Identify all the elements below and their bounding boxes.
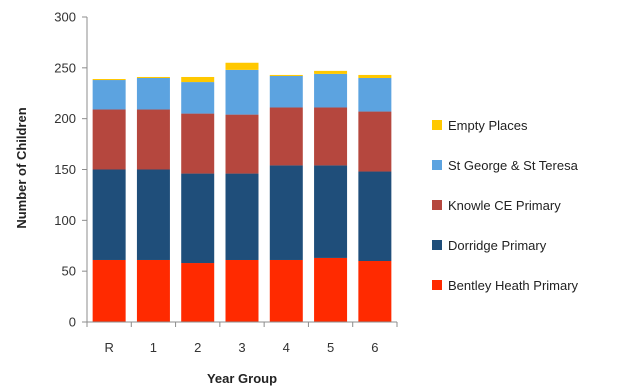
bar-segment-4-3: [269, 75, 303, 108]
y-tick-label: 0: [69, 315, 76, 330]
bar-segment-1-3: [136, 78, 170, 110]
y-tick-label: 150: [54, 162, 76, 177]
legend-label: St George & St Teresa: [448, 158, 579, 173]
x-axis-title: Year Group: [207, 371, 277, 386]
legend-label: Bentley Heath Primary: [448, 278, 579, 293]
legend-swatch: [432, 160, 442, 170]
plot-area: [92, 62, 392, 322]
x-tick-label: 5: [327, 340, 334, 355]
bar-segment-6-1: [358, 171, 392, 261]
bar-segment-R-4: [92, 79, 126, 81]
bar-segment-5-4: [314, 70, 348, 74]
bar-segment-3-4: [225, 62, 259, 70]
bar-segment-2-1: [181, 173, 215, 264]
bar-segment-3-0: [225, 259, 259, 322]
bar-segment-4-2: [269, 107, 303, 166]
bar-segment-2-4: [181, 76, 215, 83]
legend-label: Empty Places: [448, 118, 528, 133]
bar-segment-5-0: [314, 257, 348, 322]
bar-segment-1-2: [136, 109, 170, 170]
legend-label: Knowle CE Primary: [448, 198, 561, 213]
x-tick-label: R: [104, 340, 113, 355]
legend: Empty Places St George & St Teresa Knowle …: [432, 118, 579, 293]
y-tick-label: 250: [54, 60, 76, 75]
bar-segment-R-0: [92, 259, 126, 322]
legend-swatch: [432, 200, 442, 210]
x-tick-label: 4: [283, 340, 290, 355]
y-tick-label: 100: [54, 213, 76, 228]
bar-segment-6-0: [358, 261, 392, 322]
bar-segment-4-4: [269, 74, 303, 76]
legend-swatch: [432, 280, 442, 290]
x-tick-label: 3: [238, 340, 245, 355]
bar-segment-3-3: [225, 69, 259, 115]
y-tick-label: 50: [62, 264, 76, 279]
y-tick-label: 200: [54, 111, 76, 126]
legend-label: Dorridge Primary: [448, 238, 547, 253]
legend-swatch: [432, 240, 442, 250]
bar-segment-5-2: [314, 107, 348, 166]
bar-segment-1-0: [136, 259, 170, 322]
bar-segment-5-3: [314, 73, 348, 108]
y-axis-title: Number of Children: [14, 107, 29, 228]
bar-segment-1-4: [136, 76, 170, 78]
bar-segment-1-1: [136, 169, 170, 260]
bar-segment-2-0: [181, 263, 215, 322]
x-tick-label: 1: [150, 340, 157, 355]
bar-segment-5-1: [314, 165, 348, 258]
bar-segment-R-2: [92, 109, 126, 170]
bar-segment-2-2: [181, 113, 215, 174]
axes: 0 50 100 150 200 250 300 R 1 2 3 4 5 6: [54, 10, 398, 355]
bar-segment-6-3: [358, 78, 392, 112]
bar-segment-4-1: [269, 165, 303, 260]
bar-segment-6-4: [358, 74, 392, 78]
bar-segment-4-0: [269, 259, 303, 322]
bar-segment-3-2: [225, 114, 259, 174]
y-tick-label: 300: [54, 10, 76, 25]
legend-swatch: [432, 120, 442, 130]
bar-segment-3-1: [225, 173, 259, 260]
x-tick-label: 6: [371, 340, 378, 355]
bar-segment-6-2: [358, 111, 392, 172]
bar-segment-2-3: [181, 82, 215, 114]
x-tick-label: 2: [194, 340, 201, 355]
bar-segment-R-3: [92, 80, 126, 110]
bar-segment-R-1: [92, 169, 126, 260]
